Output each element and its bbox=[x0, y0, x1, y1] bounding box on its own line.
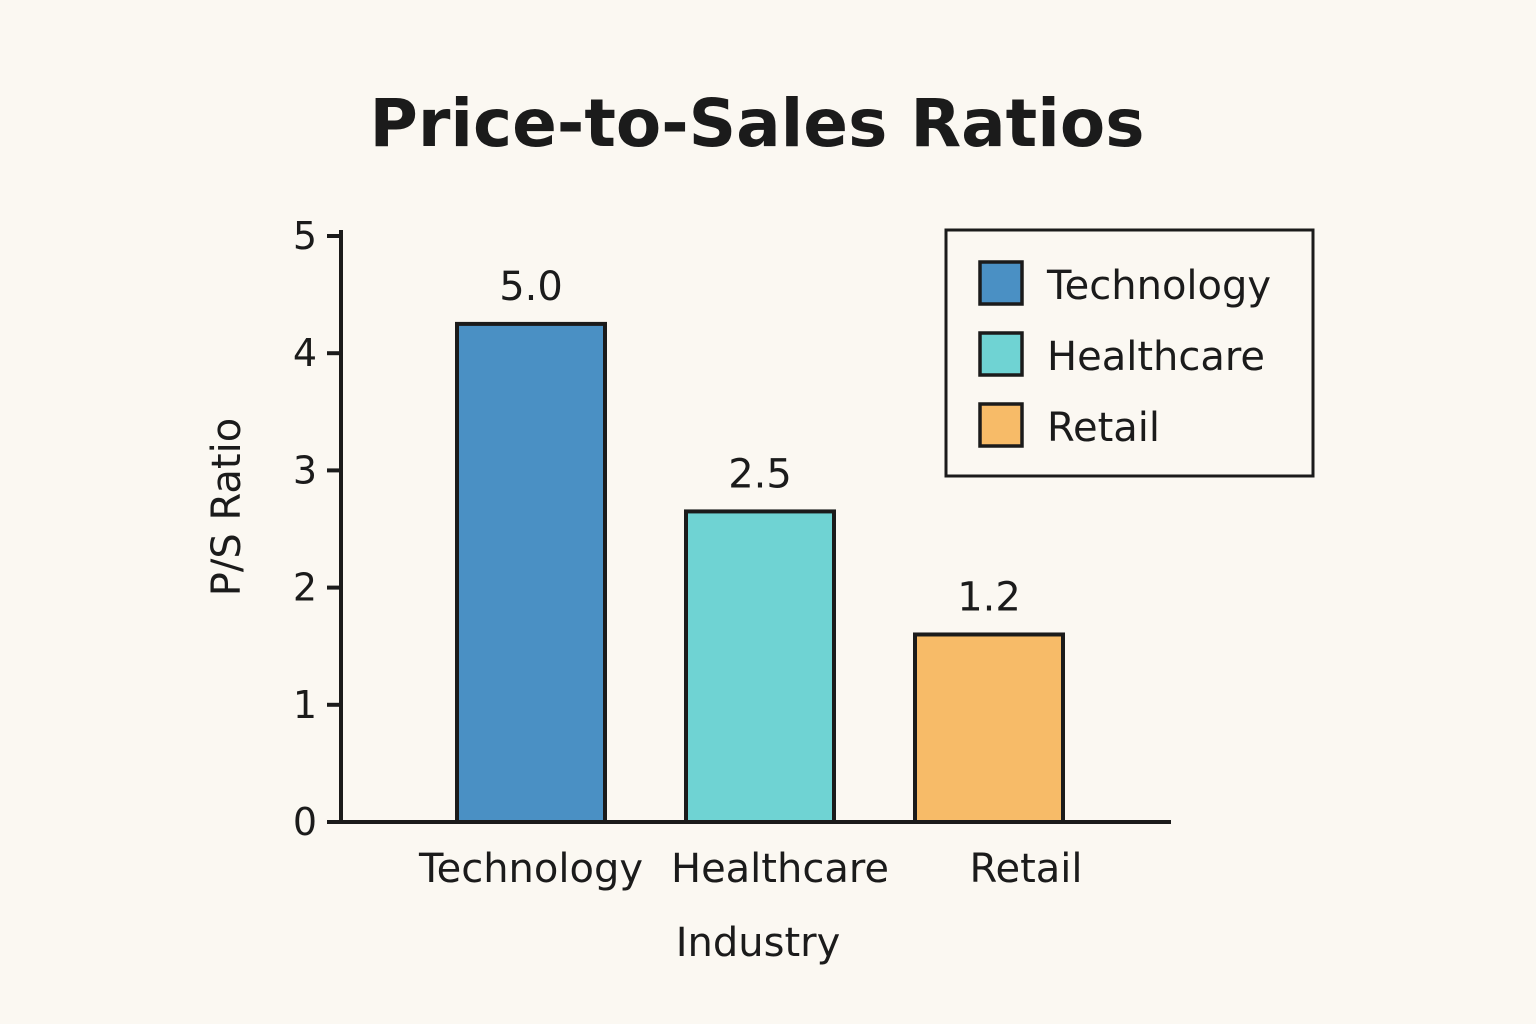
y-tick-label: 4 bbox=[293, 331, 317, 375]
legend: Technology Healthcare Retail bbox=[944, 228, 1315, 478]
y-tick-label: 0 bbox=[293, 800, 317, 844]
legend-swatch-retail bbox=[978, 402, 1024, 448]
chart-title: Price-to-Sales Ratios bbox=[370, 85, 1145, 162]
legend-label-healthcare: Healthcare bbox=[1047, 334, 1265, 380]
legend-swatch-healthcare bbox=[978, 331, 1024, 377]
bar-healthcare bbox=[684, 509, 836, 824]
y-axis-ticks: 0 1 2 3 4 5 bbox=[293, 214, 341, 844]
y-tick-label: 1 bbox=[293, 683, 317, 727]
data-label-retail: 1.2 bbox=[957, 574, 1021, 620]
y-tick-label: 3 bbox=[293, 448, 317, 492]
x-tick-label-healthcare: Healthcare bbox=[671, 846, 889, 892]
x-axis-category-labels: Technology Healthcare Retail bbox=[418, 846, 1083, 892]
bar-technology bbox=[455, 321, 607, 824]
y-axis-title: P/S Ratio bbox=[204, 418, 250, 596]
y-tick-label: 2 bbox=[293, 566, 317, 610]
x-axis-title: Industry bbox=[676, 920, 841, 966]
data-label-healthcare: 2.5 bbox=[728, 451, 792, 497]
legend-swatch-technology bbox=[978, 260, 1024, 306]
legend-label-retail: Retail bbox=[1047, 405, 1160, 451]
legend-label-technology: Technology bbox=[1046, 263, 1271, 309]
x-tick-label-retail: Retail bbox=[969, 846, 1082, 892]
data-label-technology: 5.0 bbox=[499, 264, 563, 310]
x-tick-label-technology: Technology bbox=[418, 846, 643, 892]
y-tick-label: 5 bbox=[293, 214, 317, 258]
bars: 5.0 2.5 1.2 bbox=[455, 264, 1065, 824]
bar-retail bbox=[913, 632, 1065, 824]
